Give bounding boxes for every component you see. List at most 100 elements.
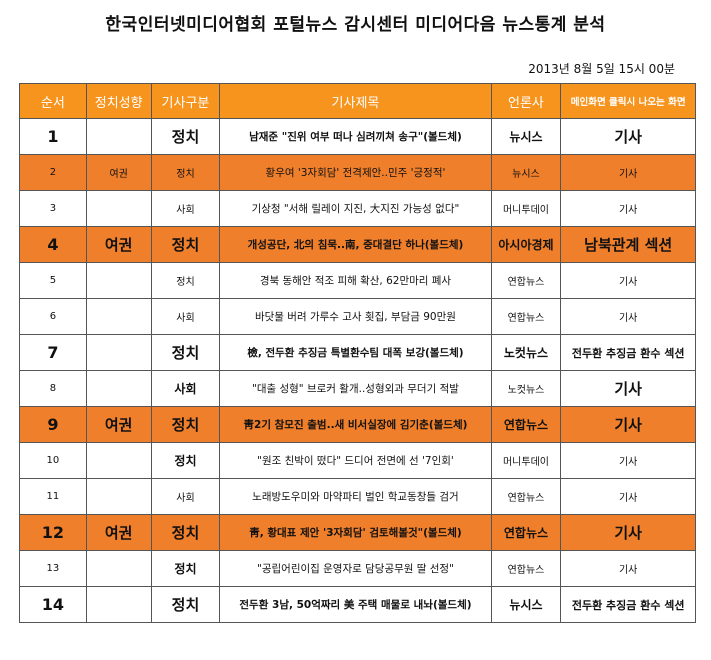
category-cell: 사회 bbox=[150, 298, 221, 335]
title-cell: 경북 동해안 적조 피해 확산, 62만마리 폐사 bbox=[219, 262, 492, 299]
order-cell: 10 bbox=[19, 442, 87, 479]
table-row: 9 여권 정치 靑2기 참모진 출범..새 비서실장에 김기춘(볼드체) 연합뉴스 기사 bbox=[19, 406, 696, 443]
order-cell: 11 bbox=[19, 478, 87, 515]
order-cell: 9 bbox=[19, 406, 87, 443]
table-row: 1 정치 남재준 "진위 여부 떠나 심려끼쳐 송구"(볼드체) 뉴시스 기사 bbox=[19, 118, 696, 155]
political-cell bbox=[85, 118, 152, 155]
category-cell: 정치 bbox=[150, 550, 221, 587]
main-screen-cell: 기사 bbox=[560, 514, 696, 551]
table-header-row: 순서 정치성향 기사구분 기사제목 언론사 메인화면 클릭시 나오는 화면 bbox=[19, 83, 696, 119]
title-cell: 남재준 "진위 여부 떠나 심려끼쳐 송구"(볼드체) bbox=[219, 118, 492, 155]
category-cell: 정치 bbox=[150, 226, 221, 263]
title-cell: 기상청 "서해 릴레이 지진, 大지진 가능성 없다" bbox=[219, 190, 492, 227]
order-cell: 7 bbox=[19, 334, 87, 371]
title-cell: 전두환 3남, 50억짜리 美 주택 매물로 내놔(볼드체) bbox=[219, 586, 492, 623]
publisher-cell: 노컷뉴스 bbox=[490, 370, 562, 407]
publisher-cell: 아시아경제 bbox=[490, 226, 562, 263]
table-row: 7 정치 檢, 전두환 추징금 특별환수팀 대폭 보강(볼드체) 노컷뉴스 전두환 추징… bbox=[19, 334, 696, 371]
main-screen-cell: 기사 bbox=[560, 118, 696, 155]
political-cell bbox=[85, 334, 152, 371]
order-cell: 12 bbox=[19, 514, 87, 551]
political-cell: 여권 bbox=[85, 406, 152, 443]
category-cell: 정치 bbox=[150, 262, 221, 299]
publisher-cell: 뉴시스 bbox=[490, 154, 562, 191]
category-cell: 사회 bbox=[150, 190, 221, 227]
table-row: 14 정치 전두환 3남, 50억짜리 美 주택 매물로 내놔(볼드체) 뉴시스 전두환… bbox=[19, 586, 696, 623]
category-cell: 정치 bbox=[150, 406, 221, 443]
main-screen-cell: 기사 bbox=[560, 154, 696, 191]
main-screen-cell: 기사 bbox=[560, 298, 696, 335]
publisher-cell: 연합뉴스 bbox=[490, 550, 562, 587]
table-row: 8 사회 "대출 성형" 브로커 활개..성형외과 무더기 적발 노컷뉴스 기사 bbox=[19, 370, 696, 407]
title-cell: "원조 친박이 떴다" 드디어 전면에 선 '7인회' bbox=[219, 442, 492, 479]
title-cell: "공립어린이집 운영자로 담당공무원 딸 선정" bbox=[219, 550, 492, 587]
category-cell: 정치 bbox=[150, 118, 221, 155]
col-header-main-screen: 메인화면 클릭시 나오는 화면 bbox=[560, 83, 696, 119]
table-row: 11 사회 노래방도우미와 마약파티 벌인 학교동창들 검거 연합뉴스 기사 bbox=[19, 478, 696, 515]
publisher-cell: 연합뉴스 bbox=[490, 262, 562, 299]
col-header-category: 기사구분 bbox=[150, 83, 221, 119]
publisher-cell: 노컷뉴스 bbox=[490, 334, 562, 371]
main-screen-cell: 기사 bbox=[560, 550, 696, 587]
col-header-publisher: 언론사 bbox=[490, 83, 562, 119]
main-screen-cell: 전두환 추징금 환수 섹션 bbox=[560, 586, 696, 623]
category-cell: 정치 bbox=[150, 334, 221, 371]
political-cell: 여권 bbox=[85, 226, 152, 263]
col-header-political: 정치성향 bbox=[85, 83, 152, 119]
publisher-cell: 뉴시스 bbox=[490, 118, 562, 155]
political-cell: 여권 bbox=[85, 154, 152, 191]
political-cell bbox=[85, 442, 152, 479]
political-cell bbox=[85, 190, 152, 227]
publisher-cell: 뉴시스 bbox=[490, 586, 562, 623]
category-cell: 사회 bbox=[150, 478, 221, 515]
table-row: 10 정치 "원조 친박이 떴다" 드디어 전면에 선 '7인회' 머니투데이 기사 bbox=[19, 442, 696, 479]
category-cell: 사회 bbox=[150, 370, 221, 407]
order-cell: 6 bbox=[19, 298, 87, 335]
title-cell: 靑, 황대표 제안 '3자회담' 검토해볼것"(볼드체) bbox=[219, 514, 492, 551]
publisher-cell: 연합뉴스 bbox=[490, 514, 562, 551]
political-cell bbox=[85, 370, 152, 407]
main-screen-cell: 기사 bbox=[560, 442, 696, 479]
main-screen-cell: 기사 bbox=[560, 370, 696, 407]
col-header-order: 순서 bbox=[19, 83, 87, 119]
political-cell bbox=[85, 478, 152, 515]
main-screen-cell: 기사 bbox=[560, 406, 696, 443]
publisher-cell: 연합뉴스 bbox=[490, 406, 562, 443]
title-cell: 개성공단, 北의 침묵..南, 중대결단 하나(볼드체) bbox=[219, 226, 492, 263]
table-row: 4 여권 정치 개성공단, 北의 침묵..南, 중대결단 하나(볼드체) 아시아경제 남북… bbox=[19, 226, 696, 263]
order-cell: 2 bbox=[19, 154, 87, 191]
order-cell: 3 bbox=[19, 190, 87, 227]
political-cell bbox=[85, 550, 152, 587]
publisher-cell: 연합뉴스 bbox=[490, 298, 562, 335]
timestamp: 2013년 8월 5일 15시 00분 bbox=[528, 62, 675, 76]
publisher-cell: 머니투데이 bbox=[490, 442, 562, 479]
order-cell: 13 bbox=[19, 550, 87, 587]
table-row: 5 정치 경북 동해안 적조 피해 확산, 62만마리 폐사 연합뉴스 기사 bbox=[19, 262, 696, 299]
table-row: 13 정치 "공립어린이집 운영자로 담당공무원 딸 선정" 연합뉴스 기사 bbox=[19, 550, 696, 587]
category-cell: 정치 bbox=[150, 442, 221, 479]
order-cell: 14 bbox=[19, 586, 87, 623]
publisher-cell: 머니투데이 bbox=[490, 190, 562, 227]
title-cell: "대출 성형" 브로커 활개..성형외과 무더기 적발 bbox=[219, 370, 492, 407]
table-row: 12 여권 정치 靑, 황대표 제안 '3자회담' 검토해볼것"(볼드체) 연합뉴스 기사 bbox=[19, 514, 696, 551]
table-row: 3 사회 기상청 "서해 릴레이 지진, 大지진 가능성 없다" 머니투데이 기사 bbox=[19, 190, 696, 227]
category-cell: 정치 bbox=[150, 154, 221, 191]
table-row: 6 사회 바닷물 버려 가루수 고사 횟집, 부담금 90만원 연합뉴스 기사 bbox=[19, 298, 696, 335]
main-screen-cell: 전두환 추징금 환수 섹션 bbox=[560, 334, 696, 371]
order-cell: 8 bbox=[19, 370, 87, 407]
main-screen-cell: 기사 bbox=[560, 478, 696, 515]
main-screen-cell: 기사 bbox=[560, 190, 696, 227]
political-cell bbox=[85, 298, 152, 335]
political-cell bbox=[85, 262, 152, 299]
category-cell: 정치 bbox=[150, 586, 221, 623]
main-screen-cell: 남북관계 섹션 bbox=[560, 226, 696, 263]
table-row: 2 여권 정치 황우여 '3자회담' 전격제안..민주 '긍정적' 뉴시스 기사 bbox=[19, 154, 696, 191]
table-body: 1 정치 남재준 "진위 여부 떠나 심려끼쳐 송구"(볼드체) 뉴시스 기사 2 여권 정치… bbox=[19, 118, 696, 623]
order-cell: 4 bbox=[19, 226, 87, 263]
title-cell: 靑2기 참모진 출범..새 비서실장에 김기춘(볼드체) bbox=[219, 406, 492, 443]
page-title: 한국인터넷미디어협회 포털뉴스 감시센터 미디어다음 뉴스통계 분석 bbox=[105, 15, 606, 35]
title-cell: 황우여 '3자회담' 전격제안..민주 '긍정적' bbox=[219, 154, 492, 191]
title-cell: 노래방도우미와 마약파티 벌인 학교동창들 검거 bbox=[219, 478, 492, 515]
category-cell: 정치 bbox=[150, 514, 221, 551]
